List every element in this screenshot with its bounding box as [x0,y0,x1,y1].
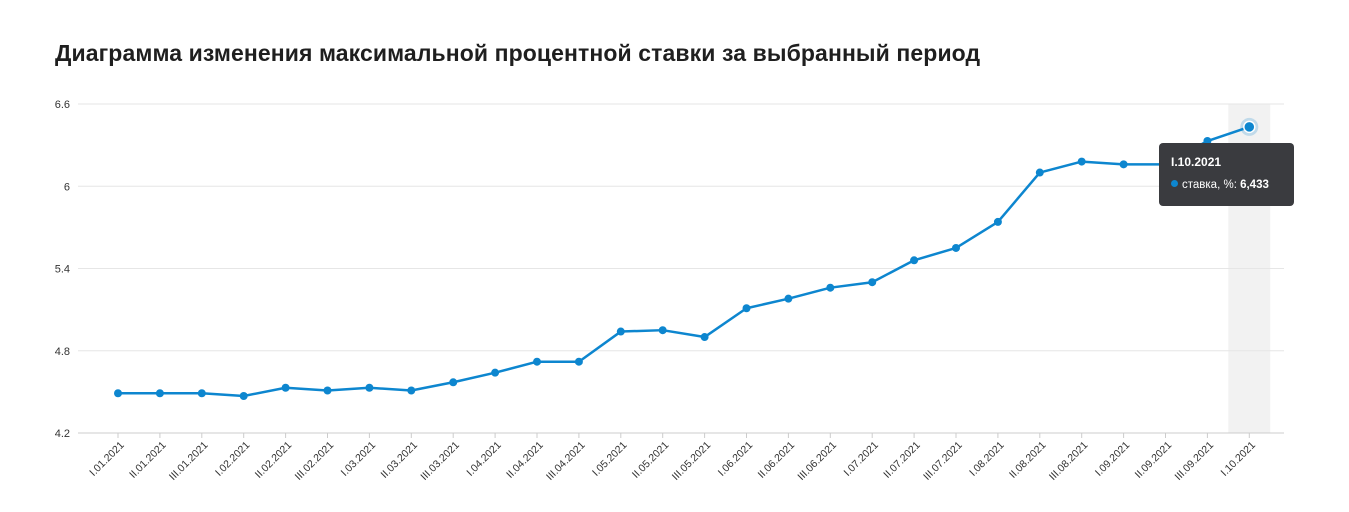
highlighted-data-point[interactable] [1243,120,1256,134]
data-point[interactable] [868,278,877,287]
page-title: Диаграмма изменения максимальной процент… [55,40,981,66]
data-point[interactable] [281,383,290,392]
y-tick-label: 4.8 [55,346,70,358]
y-tick-label: 4.2 [55,428,70,440]
tooltip-value: 6,433 [1240,179,1269,191]
x-tick-label: III.09.2021 [1173,439,1217,483]
tooltip-date: I.10.2021 [1171,155,1222,169]
data-point[interactable] [574,357,583,366]
data-point[interactable] [533,357,541,366]
data-point[interactable] [616,327,625,336]
x-tick-label: I.03.2021 [339,439,379,479]
data-point[interactable] [365,383,374,392]
chart-grid [78,103,1284,352]
y-axis-ticks: 4.2 4.8 5.4 6 6.6 [55,99,70,440]
data-point[interactable] [1035,168,1044,177]
data-point[interactable] [155,389,164,398]
x-tick-label: II.05.2021 [630,439,672,481]
series-line [118,125,1250,398]
x-tick-label: I.08.2021 [967,439,1007,479]
data-point[interactable] [1077,157,1086,166]
x-tick-label: III.07.2021 [921,439,965,483]
data-point[interactable] [197,389,206,398]
x-tick-label: I.06.2021 [716,439,756,479]
x-tick-label: III.02.2021 [293,439,337,483]
data-point[interactable] [239,391,248,400]
x-tick-label: I.04.2021 [464,439,504,479]
y-tick-label: 5.4 [55,264,70,276]
x-tick-label: I.05.2021 [590,439,630,479]
data-point[interactable] [658,326,667,335]
data-point[interactable] [910,256,919,265]
tooltip-series-label: ставка, %: [1182,179,1237,191]
x-tick-label: I.01.2021 [87,439,127,479]
x-tick-label: II.02.2021 [253,439,295,481]
x-tick-label: II.01.2021 [127,439,169,481]
x-tick-label: III.04.2021 [544,439,588,483]
x-tick-label: III.03.2021 [418,439,462,483]
data-point[interactable] [952,243,960,252]
x-tick-label: II.03.2021 [378,439,420,481]
data-point[interactable] [449,378,458,387]
x-tick-label: I.10.2021 [1219,439,1259,479]
x-tick-label: III.06.2021 [795,439,839,483]
x-tick-label: II.08.2021 [1007,439,1049,481]
x-tick-label: III.08.2021 [1047,439,1091,483]
chart-tooltip: I.10.2021 ставка, %: 6,433 [1159,143,1294,206]
x-tick-label: II.09.2021 [1133,439,1175,481]
x-tick-label: III.01.2021 [167,439,211,483]
data-point[interactable] [323,386,332,395]
y-tick-label: 6 [64,181,70,193]
data-point[interactable] [784,294,793,303]
x-tick-label: I.07.2021 [841,439,881,479]
y-tick-label: 6.6 [55,99,70,111]
data-point[interactable] [407,386,416,395]
data-point[interactable] [993,217,1002,226]
series-points [114,117,1259,400]
data-point[interactable] [826,283,835,292]
x-tick-label: II.04.2021 [504,439,546,481]
x-tick-label: III.05.2021 [670,439,714,483]
x-tick-label: II.06.2021 [756,439,798,481]
x-tick-label: I.02.2021 [213,439,253,479]
x-tick-label: I.09.2021 [1093,439,1133,479]
data-point[interactable] [491,368,500,377]
data-point[interactable] [1119,160,1128,169]
tooltip-row: ставка, %: 6,433 [1171,179,1282,191]
data-point[interactable] [114,389,122,398]
tooltip-series-dot [1171,180,1178,187]
data-point[interactable] [700,333,709,342]
data-point[interactable] [742,304,751,313]
x-tick-label: II.07.2021 [881,439,923,481]
